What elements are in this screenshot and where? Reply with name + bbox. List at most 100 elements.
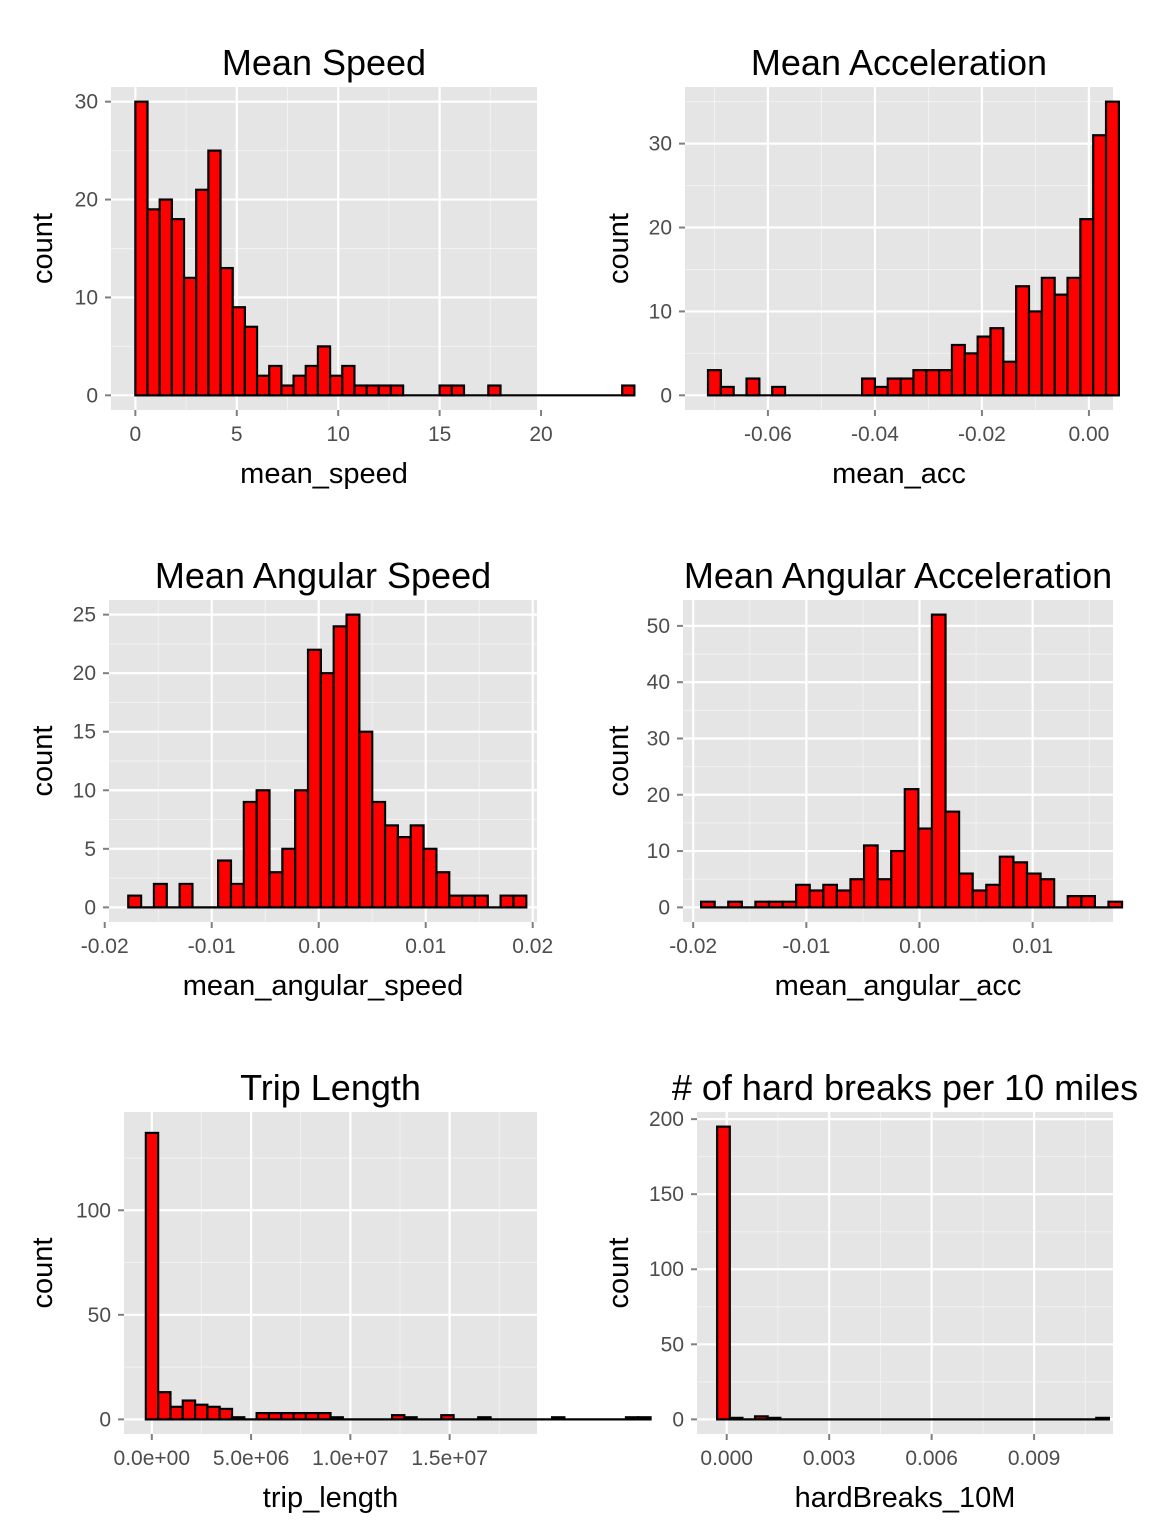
- histogram-bar: [243, 325, 259, 397]
- histogram-bar: [306, 648, 322, 909]
- y-tick-label: 0: [99, 1408, 111, 1431]
- y-tick-label: 0: [672, 1408, 684, 1431]
- histogram-bar: [353, 384, 368, 397]
- x-axis-label: mean_angular_speed: [183, 970, 464, 1002]
- histogram-bar: [146, 208, 161, 397]
- histogram-bar: [231, 306, 246, 397]
- histogram-bar: [358, 730, 374, 909]
- y-tick-label: 20: [73, 662, 96, 685]
- x-tick-label: -0.02: [669, 935, 717, 958]
- y-axis-label: count: [27, 1238, 59, 1309]
- histogram-bar: [448, 894, 464, 909]
- histogram-bar: [207, 149, 222, 397]
- x-tick-label: -0.02: [958, 423, 1006, 446]
- histogram-bar: [989, 327, 1005, 397]
- histogram-bar: [371, 800, 387, 909]
- histogram-bar: [950, 343, 966, 397]
- x-tick-label: 1.5e+07: [411, 1447, 488, 1470]
- histogram-bar: [1080, 895, 1096, 909]
- y-tick-label: 20: [75, 189, 98, 212]
- x-tick-label: -0.01: [188, 935, 236, 958]
- x-axis-label: mean_speed: [240, 458, 408, 490]
- histogram-bar: [767, 900, 784, 909]
- histogram-bar: [706, 369, 722, 397]
- x-tick-label: 0.00: [899, 935, 940, 958]
- x-tick-label: 0.006: [905, 1447, 958, 1470]
- y-tick-label: 20: [649, 217, 672, 240]
- histogram-bar: [808, 889, 825, 909]
- x-tick-label: 0: [129, 423, 141, 446]
- histogram-bar: [1025, 872, 1042, 909]
- histogram-bar: [753, 1415, 769, 1421]
- histogram-bar: [487, 384, 502, 397]
- y-tick-label: 30: [647, 727, 670, 750]
- y-tick-label: 50: [647, 615, 670, 638]
- x-tick-label: 5: [231, 423, 243, 446]
- x-tick-label: 20: [529, 423, 552, 446]
- histogram-bar: [319, 672, 335, 909]
- histogram-bar: [766, 1416, 782, 1421]
- x-axis-label: mean_angular_acc: [775, 970, 1022, 1002]
- histogram-bar: [409, 824, 425, 909]
- histogram-bar: [1040, 276, 1056, 397]
- histogram-bar: [727, 900, 743, 909]
- histogram-bar: [127, 894, 143, 909]
- histogram-bar: [461, 894, 477, 909]
- histogram-bar: [912, 369, 928, 397]
- x-axis-label: trip_length: [263, 1482, 398, 1514]
- y-axis-label: count: [27, 726, 59, 797]
- x-tick-label: -0.02: [81, 935, 129, 958]
- y-tick-label: 100: [76, 1199, 111, 1222]
- histogram-bar: [152, 882, 168, 909]
- histogram-bar: [477, 1416, 492, 1421]
- y-tick-label: 15: [73, 721, 96, 744]
- y-tick-label: 30: [75, 91, 98, 114]
- histogram-bar: [396, 836, 412, 909]
- histogram-bar: [182, 276, 198, 397]
- histogram-bar: [876, 878, 893, 909]
- chart-title: Mean Angular Speed: [155, 555, 491, 596]
- histogram-bar: [1015, 285, 1031, 397]
- x-tick-label: 0.003: [803, 1447, 856, 1470]
- y-tick-label: 0: [84, 896, 96, 919]
- histogram-bar: [304, 1411, 320, 1421]
- histogram-bar: [242, 800, 258, 909]
- histogram-bar: [268, 364, 283, 397]
- y-tick-label: 100: [649, 1258, 684, 1281]
- histogram-bar: [281, 847, 297, 909]
- chart-title: Mean Acceleration: [751, 42, 1047, 83]
- histogram-bar: [329, 1416, 344, 1421]
- histogram-bar: [144, 1131, 160, 1421]
- histogram-panel-1: 0 5 10 15 20 0 10 20 30 Mean Speed mean_speed count: [27, 42, 636, 490]
- histogram-bar: [230, 1416, 246, 1421]
- histogram-bar: [206, 1405, 221, 1421]
- histogram-bar: [170, 218, 186, 397]
- histogram-bar: [930, 613, 947, 909]
- y-axis-label: count: [27, 213, 59, 284]
- y-axis-label: count: [603, 213, 635, 284]
- histogram-bar: [971, 889, 988, 909]
- histogram-bar: [473, 894, 489, 909]
- histogram-bar: [550, 1416, 566, 1421]
- histogram-bar: [745, 377, 761, 397]
- y-tick-label: 50: [661, 1333, 684, 1356]
- histogram-bar: [860, 377, 877, 397]
- x-tick-label: 0.02: [512, 935, 553, 958]
- histogram-bar: [862, 844, 879, 909]
- histogram-bar: [440, 1414, 455, 1421]
- histogram-bar: [229, 882, 245, 909]
- histogram-bar: [886, 377, 902, 397]
- histogram-bar: [158, 198, 173, 397]
- y-tick-label: 30: [649, 133, 672, 156]
- histogram-bar: [345, 613, 361, 909]
- y-tick-label: 5: [84, 838, 96, 861]
- histogram-bar: [255, 1411, 271, 1421]
- histogram-bar: [267, 1411, 283, 1421]
- histogram-bar: [181, 1399, 197, 1421]
- histogram-bar: [716, 1125, 731, 1421]
- chart-title: Mean Speed: [222, 42, 426, 83]
- x-tick-label: 0.00: [298, 935, 339, 958]
- histogram-bar: [332, 625, 348, 909]
- histogram-bar: [938, 369, 954, 397]
- y-tick-label: 10: [73, 779, 96, 802]
